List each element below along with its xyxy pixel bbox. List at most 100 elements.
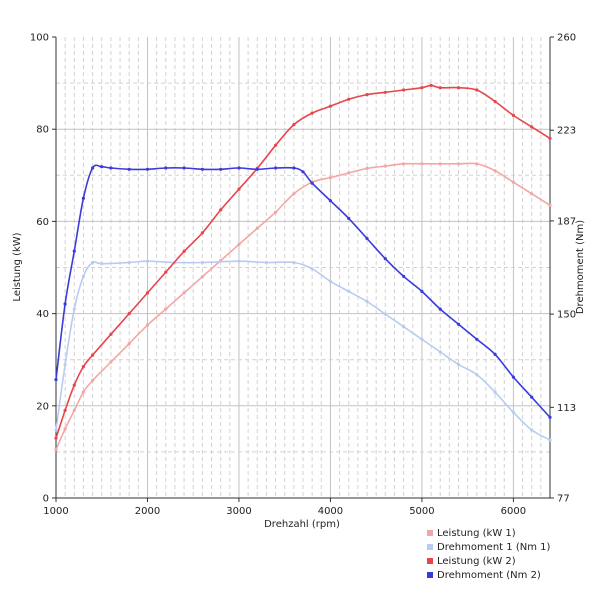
series-point-2 <box>347 289 351 293</box>
x-tick-label: 1000 <box>43 506 68 517</box>
grid <box>56 37 550 498</box>
series-point-3 <box>456 86 461 90</box>
series-point-1 <box>72 408 76 412</box>
series-point-1 <box>164 307 168 311</box>
series-point-4 <box>456 322 461 326</box>
series-point-2 <box>456 362 461 367</box>
series-point-2 <box>264 260 268 265</box>
series-point-1 <box>237 242 241 246</box>
series-point-1 <box>63 427 67 431</box>
series-point-1 <box>145 323 150 327</box>
series-point-2 <box>548 438 552 442</box>
series-point-1 <box>456 162 461 166</box>
series-point-1 <box>530 192 534 196</box>
series-point-3 <box>63 408 67 412</box>
series-point-4 <box>420 289 424 293</box>
y2-tick-label: 113 <box>557 403 576 414</box>
series-point-1 <box>365 166 369 170</box>
legend-label: Leistung (kW 2) <box>437 556 516 567</box>
series-point-3 <box>164 270 168 274</box>
series-point-2 <box>145 259 150 263</box>
series-point-2 <box>100 262 104 266</box>
series-point-3 <box>91 353 95 357</box>
series-point-3 <box>72 383 76 387</box>
x-tick-label: 5000 <box>409 506 434 517</box>
series-point-4 <box>475 337 479 341</box>
series-point-3 <box>438 86 442 90</box>
x-axis-title: Drehzahl (rpm) <box>264 519 340 530</box>
series-point-1 <box>347 171 351 175</box>
series-point-3 <box>429 83 433 87</box>
legend-label: Leistung (kW 1) <box>437 528 516 539</box>
series-point-2 <box>383 312 387 316</box>
series-point-1 <box>511 180 515 184</box>
y-tick-label: 20 <box>36 401 49 412</box>
y-tick-label: 80 <box>36 125 49 136</box>
series-point-4 <box>91 166 95 170</box>
series-point-1 <box>200 275 204 279</box>
series-point-4 <box>72 249 76 253</box>
y2-tick-label: 187 <box>557 216 576 227</box>
x-tick-label: 4000 <box>318 506 343 517</box>
series-point-4 <box>301 170 305 174</box>
series-point-4 <box>274 166 278 170</box>
series-point-4 <box>493 352 497 356</box>
series-point-4 <box>328 199 332 203</box>
series-point-3 <box>328 104 332 108</box>
series-point-3 <box>493 99 497 104</box>
series-point-1 <box>475 162 479 166</box>
series-point-3 <box>511 113 515 117</box>
series-point-1 <box>383 164 387 168</box>
series-point-4 <box>310 181 314 185</box>
series-point-2 <box>81 274 85 278</box>
y-tick-label: 60 <box>36 217 49 228</box>
series-point-2 <box>420 337 424 341</box>
series-point-4 <box>200 167 204 171</box>
series-point-1 <box>127 342 131 346</box>
series-point-2 <box>63 362 67 367</box>
y2-tick-label: 260 <box>557 33 576 44</box>
series-point-3 <box>548 136 552 140</box>
series-point-2 <box>72 307 76 311</box>
axes <box>52 36 554 502</box>
series-point-2 <box>292 260 296 265</box>
series-point-3 <box>219 208 223 212</box>
series-line-2 <box>55 260 551 441</box>
legend-label: Drehmoment (Nm 2) <box>437 570 541 581</box>
series-point-4 <box>54 378 58 382</box>
series-point-1 <box>420 162 424 166</box>
legend-swatch <box>427 544 433 550</box>
series-point-2 <box>237 259 241 263</box>
x-tick-label: 2000 <box>135 506 160 517</box>
legend-swatch <box>427 572 433 578</box>
series-point-1 <box>54 448 58 452</box>
series-point-4 <box>347 216 351 220</box>
y-tick-label: 0 <box>43 494 49 505</box>
series-point-4 <box>81 196 85 200</box>
series-point-3 <box>237 187 241 191</box>
series-point-4 <box>219 167 223 171</box>
legend: Leistung (kW 1) Drehmoment 1 (Nm 1) Leistu… <box>427 528 550 581</box>
series-point-3 <box>530 125 534 129</box>
series-point-2 <box>475 373 479 377</box>
series-point-3 <box>274 143 278 147</box>
series-point-1 <box>292 192 296 196</box>
tick-labels: 1000 2000 3000 4000 5000 6000 0 20 40 60 80 100 77 11… <box>30 33 576 518</box>
series-point-2 <box>127 260 131 265</box>
series-point-4 <box>292 166 296 170</box>
series-point-3 <box>81 365 85 369</box>
series-point-2 <box>310 267 314 271</box>
series-point-3 <box>402 88 406 92</box>
series-point-3 <box>475 88 479 92</box>
series-point-1 <box>91 378 95 382</box>
series-point-3 <box>182 249 186 253</box>
series-point-4 <box>402 274 406 278</box>
series-point-4 <box>383 257 387 261</box>
series-point-1 <box>328 176 332 180</box>
series-point-1 <box>182 291 186 295</box>
series-point-4 <box>237 166 241 170</box>
series-point-3 <box>54 436 58 440</box>
x-tick-label: 6000 <box>501 506 526 517</box>
series-point-4 <box>255 167 259 171</box>
